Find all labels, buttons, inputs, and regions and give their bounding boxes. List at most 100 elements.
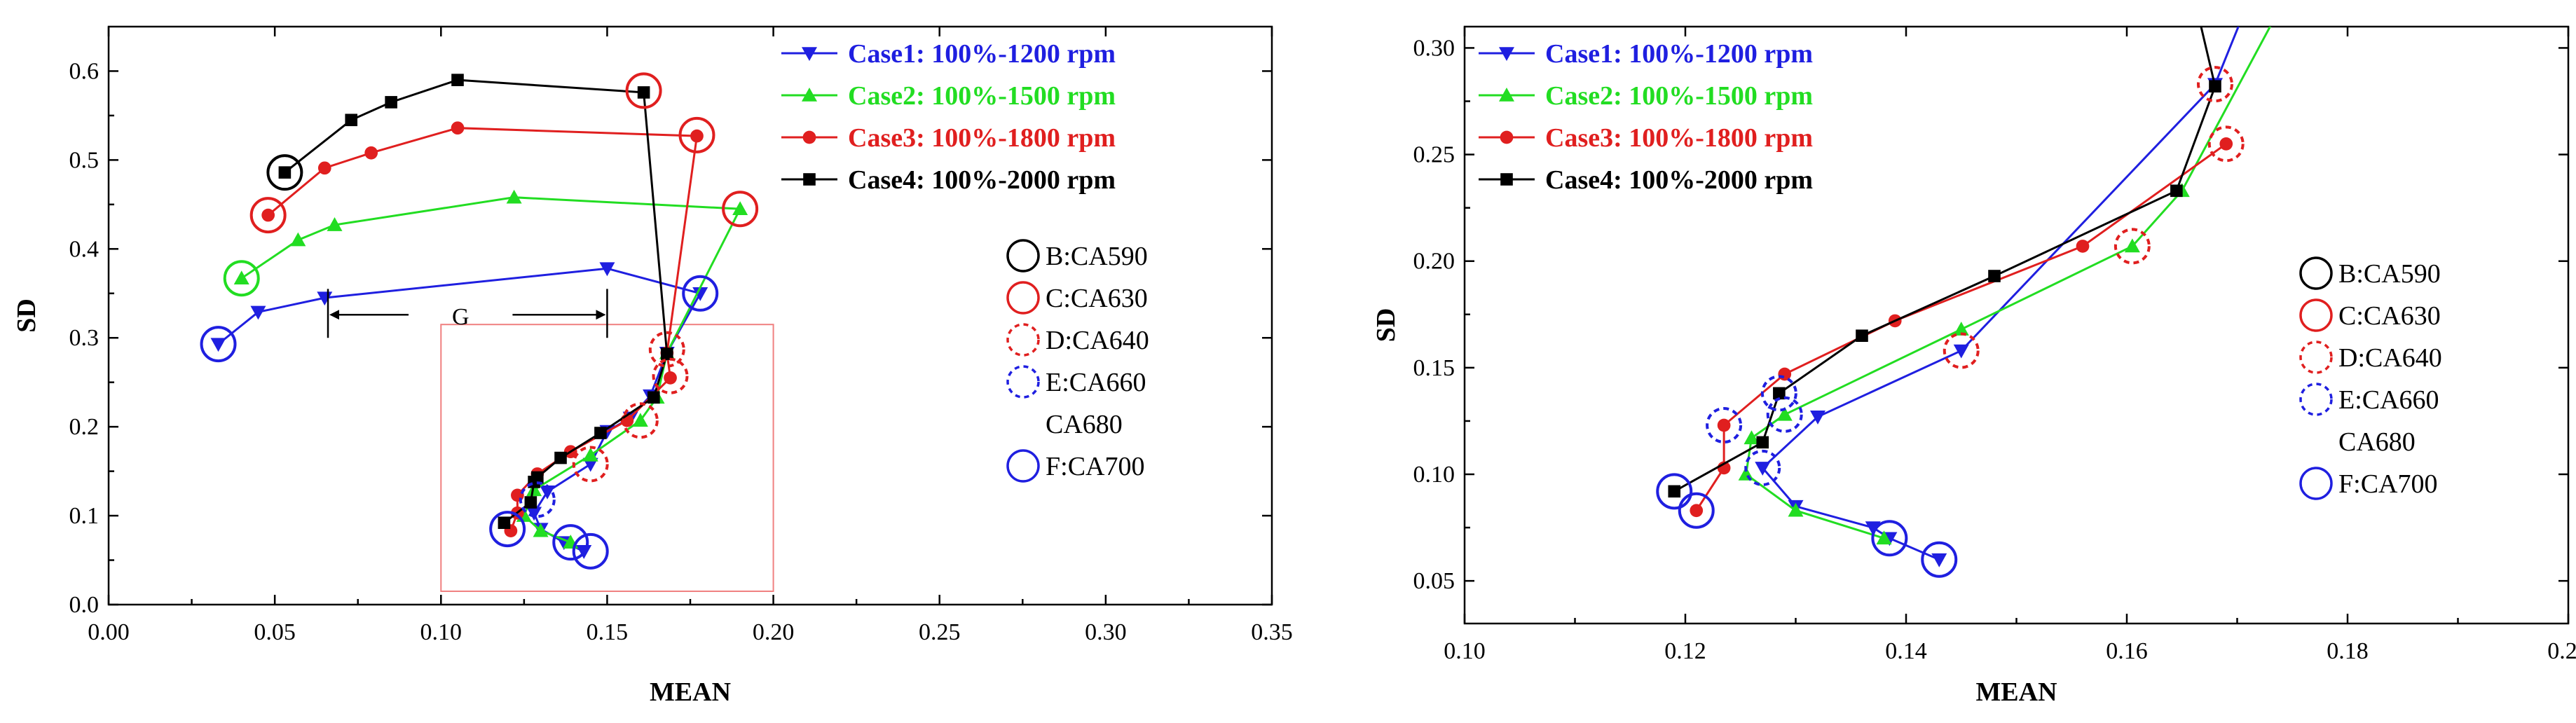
- data-point-Case1: [582, 457, 598, 472]
- highlight-circle: [682, 275, 719, 312]
- marker-legend-label: CA680: [1046, 410, 1123, 439]
- x-tick-label: 0.10: [420, 619, 463, 645]
- highlight-circle: [572, 532, 609, 570]
- series-line-Case4: [284, 78, 669, 524]
- series-line-Case2: [1745, 27, 2272, 539]
- series-line-Case3: [267, 127, 699, 532]
- legend-label-Case2: Case2: 100%-1500 rpm: [1545, 81, 1813, 111]
- x-tick-label: 0.35: [1251, 619, 1293, 645]
- y-axis-title: SD: [12, 298, 41, 333]
- data-point-Case2: [233, 270, 249, 284]
- series-line-Case1: [1761, 27, 2240, 561]
- data-point-Case4: [451, 74, 464, 86]
- highlight-circle: [223, 260, 260, 297]
- legend-marker-Case2: [802, 88, 817, 102]
- legend-label-Case3: Case3: 100%-1800 rpm: [1545, 123, 1813, 153]
- legend-marker-Case2: [1499, 88, 1514, 102]
- data-point-Case1: [1953, 344, 1969, 359]
- data-point-Case2: [506, 189, 522, 204]
- data-point-Case4: [2209, 80, 2221, 92]
- data-point-Case1: [599, 262, 615, 277]
- y-tick-label: 0.15: [1413, 355, 1455, 381]
- data-point-Case4: [345, 113, 358, 127]
- marker-legend-label: F:CA700: [1046, 452, 1144, 481]
- legend-label-Case2: Case2: 100%-1500 rpm: [848, 81, 1116, 111]
- marker-legend-circle: [2299, 340, 2333, 374]
- data-point-Case1: [2235, 10, 2250, 24]
- data-point-Case4: [1668, 485, 1681, 498]
- highlight-circle: [2113, 228, 2151, 265]
- data-point-Case2: [2268, 8, 2284, 22]
- x-tick-label: 0.00: [88, 619, 130, 645]
- right-chart: 0.10 0.12 0.14 0.16 0.18 0.20 0.05 0.10 0.15 0.20…: [1371, 8, 2576, 707]
- data-point-Case3: [690, 129, 704, 143]
- marker-legend-circle: [1006, 239, 1040, 273]
- marker-legend-label: E:CA660: [2338, 385, 2439, 415]
- highlight-circle: [1766, 396, 1803, 433]
- y-tick-label: 0.10: [1413, 462, 1455, 488]
- data-point-Case3: [664, 371, 677, 385]
- data-point-Case4: [661, 347, 673, 360]
- y-tick-label: 0.25: [1413, 142, 1455, 168]
- highlight-circle: [266, 154, 303, 191]
- highlight-circle: [2197, 66, 2233, 103]
- x-tick-label: 0.18: [2327, 638, 2369, 664]
- highlight-circle: [1744, 449, 1781, 486]
- marker-legend-circle: [2299, 256, 2333, 290]
- highlight-circle: [652, 357, 689, 394]
- marker-legend-label: D:CA640: [2338, 343, 2442, 373]
- data-point-Case4: [1756, 436, 1769, 449]
- data-point-Case1: [210, 338, 226, 352]
- y-tick-label: 0.05: [1413, 568, 1455, 594]
- marker-legend-circle: [1006, 281, 1040, 315]
- highlight-circle: [519, 481, 556, 518]
- data-point-Case2: [533, 523, 549, 537]
- y-tick-label: 0.2: [69, 414, 100, 440]
- marker-legend-label: B:CA590: [2338, 259, 2441, 289]
- highlight-circle: [1871, 520, 1908, 557]
- legend-marker-Case1: [1499, 47, 1514, 61]
- x-tick-label: 0.25: [919, 619, 961, 645]
- data-point-Case1: [526, 507, 542, 521]
- marker-legend-label: CA680: [2338, 427, 2416, 457]
- highlight-circle: [678, 116, 715, 153]
- highlight-circle: [1943, 332, 1980, 369]
- data-point-Case4: [2170, 184, 2183, 198]
- x-tick-label: 0.20: [753, 619, 795, 645]
- data-point-Case1: [250, 305, 266, 320]
- legend-marker-Case3: [1500, 130, 1514, 144]
- data-point-Case2: [526, 482, 542, 497]
- y-tick-label: 0.6: [69, 58, 100, 84]
- data-point-Case2: [732, 201, 748, 215]
- x-axis-title: MEAN: [650, 677, 731, 707]
- highlight-circle: [489, 511, 526, 548]
- data-point-Case4: [637, 86, 650, 99]
- highlight-circle: [200, 326, 237, 363]
- x-tick-label: 0.14: [1885, 638, 1927, 664]
- x-tick-label: 0.15: [587, 619, 629, 645]
- y-tick-label: 0.0: [69, 592, 100, 618]
- marker-legend-label: C:CA630: [2338, 301, 2441, 331]
- data-point-Case2: [290, 232, 306, 247]
- data-point-Case1: [1755, 462, 1771, 476]
- legend-label-Case3: Case3: 100%-1800 rpm: [848, 123, 1116, 153]
- marker-legend-label: F:CA700: [2338, 469, 2437, 499]
- plot-area: [200, 72, 774, 592]
- highlight-circle: [1656, 473, 1693, 510]
- highlight-circle: [572, 446, 609, 483]
- y-axis-title: SD: [1371, 308, 1401, 343]
- data-point-Case4: [524, 496, 537, 509]
- data-point-Case2: [1953, 322, 1969, 336]
- x-tick-label: 0.20: [2547, 638, 2576, 664]
- x-tick-label: 0.10: [1444, 638, 1486, 664]
- data-point-Case1: [692, 287, 708, 301]
- data-point-Case1: [556, 536, 572, 551]
- y-tick-label: 0.3: [69, 325, 100, 351]
- legend-marker-Case4: [803, 173, 816, 186]
- data-point-Case2: [632, 413, 648, 427]
- data-point-Case2: [582, 447, 598, 462]
- marker-legend-circle: [1006, 323, 1040, 357]
- data-point-Case4: [554, 451, 567, 464]
- data-point-Case1: [1865, 521, 1881, 536]
- data-point-Case3: [364, 146, 378, 160]
